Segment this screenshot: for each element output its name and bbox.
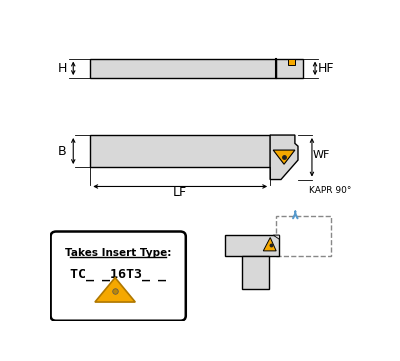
- Bar: [225, 235, 279, 256]
- Text: HF: HF: [318, 62, 334, 75]
- Bar: [276, 58, 303, 78]
- Text: B: B: [58, 144, 67, 157]
- Polygon shape: [273, 235, 279, 239]
- Bar: [90, 135, 270, 167]
- Polygon shape: [270, 135, 298, 179]
- Text: Takes Insert Type:: Takes Insert Type:: [65, 248, 171, 258]
- Text: LF: LF: [173, 186, 187, 199]
- Text: KAPR 90°: KAPR 90°: [309, 187, 351, 195]
- Bar: [90, 58, 276, 78]
- Bar: [276, 216, 330, 256]
- Text: H: H: [58, 62, 67, 75]
- Bar: [288, 58, 295, 65]
- Text: WF: WF: [312, 149, 330, 160]
- Text: TC_ _16T3_ _: TC_ _16T3_ _: [70, 268, 166, 280]
- Bar: [242, 256, 268, 289]
- Polygon shape: [95, 278, 135, 302]
- Polygon shape: [263, 238, 276, 251]
- FancyBboxPatch shape: [51, 231, 186, 321]
- Polygon shape: [273, 150, 295, 164]
